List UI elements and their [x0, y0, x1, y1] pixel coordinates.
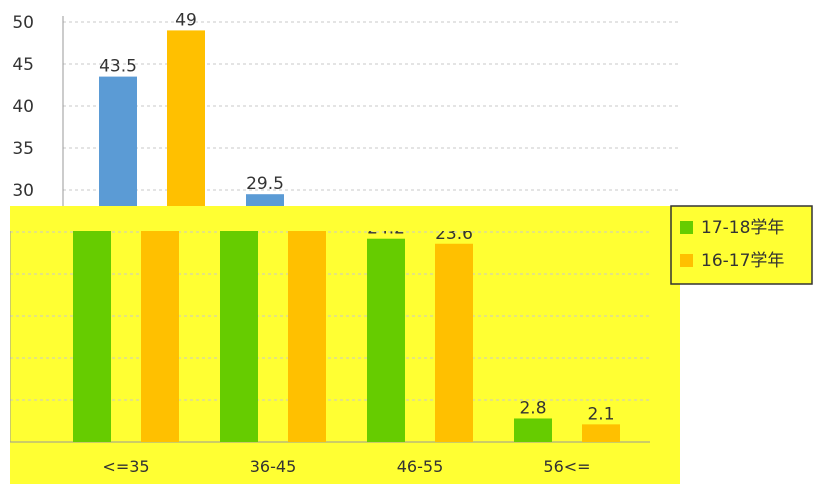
overlay-clip-group: 0510152025303540455043.549<=3529.525.436… [0, 10, 650, 476]
overlay-y-tick-label: 5 [0, 391, 4, 411]
overlay-y-tick-label: 25 [0, 223, 4, 243]
overlay-y-tick-label: 10 [0, 349, 4, 369]
top-y-tick-label: 45 [12, 55, 34, 75]
overlay-x-tick-label: 46-55 [397, 457, 444, 476]
legend-swatch-series-2 [680, 254, 693, 267]
top-y-tick-label: 50 [12, 13, 34, 33]
overlay-background [10, 206, 680, 484]
overlay-y-tick-label: 30 [0, 181, 4, 201]
overlay-bar-1-1 [73, 231, 111, 442]
top-data-label: 49 [175, 10, 197, 30]
overlay-bar-2-2 [288, 231, 326, 442]
overlay-bar-1-3 [367, 238, 405, 442]
overlay-data-label: 2.1 [587, 404, 614, 424]
overlay-bar-1-4 [514, 418, 552, 442]
overlay-x-tick-label: 56<= [543, 457, 590, 476]
top-y-tick-label: 40 [12, 97, 34, 117]
top-data-label: 43.5 [99, 57, 137, 77]
overlay-data-label: 23.6 [435, 224, 473, 244]
legend-swatch-series-1 [680, 221, 693, 234]
overlay-y-tick-label: 50 [0, 13, 4, 33]
top-y-tick-label: 35 [12, 139, 34, 159]
top-y-tick-label: 30 [12, 181, 34, 201]
overlay-y-tick-label: 20 [0, 265, 4, 285]
overlay-data-label: 2.8 [519, 398, 546, 418]
overlay-y-tick-label: 45 [0, 55, 4, 75]
overlay-bar-2-3 [435, 243, 473, 442]
legend: 17-18学年 16-17学年 [670, 205, 813, 285]
legend-label-series-2: 16-17学年 [701, 251, 784, 271]
overlay-y-tick-label: 40 [0, 97, 4, 117]
overlay-y-tick-label: 35 [0, 139, 4, 159]
overlay-data-label: 24.2 [367, 219, 405, 239]
overlay-y-tick-label: 15 [0, 307, 4, 327]
legend-box [670, 205, 813, 285]
overlay-bar-2-1 [141, 231, 179, 443]
overlay-bar-2-4 [582, 424, 620, 442]
top-bar-1-1 [99, 76, 137, 231]
overlay-x-tick-label: <=35 [102, 457, 149, 476]
overlay-bar-1-2 [220, 231, 258, 442]
chart-overlay-layer: 0510152025303540455043.549<=3529.525.436… [0, 10, 650, 476]
overlay-data-label: 49 [149, 10, 171, 30]
top-data-label: 29.5 [246, 174, 284, 194]
overlay-y-tick-label: 0 [0, 433, 4, 453]
legend-label-series-1: 17-18学年 [701, 218, 784, 238]
overlay-x-tick-label: 36-45 [250, 457, 297, 476]
top-bar-2-1 [167, 30, 205, 231]
